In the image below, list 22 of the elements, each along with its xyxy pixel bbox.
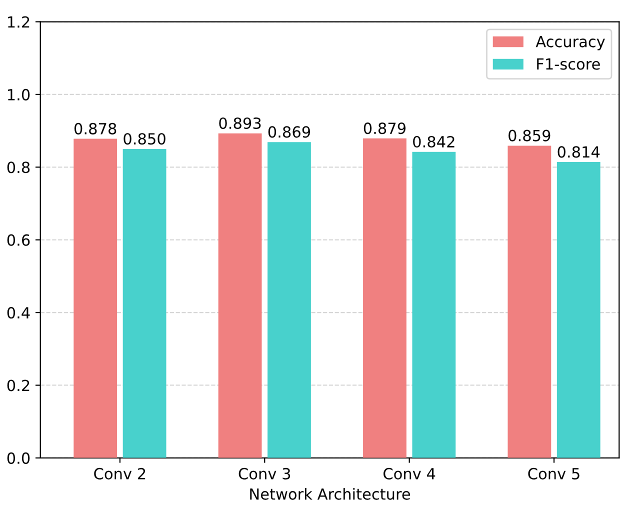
- x-tick-label: Conv 2: [94, 468, 146, 480]
- y-tick-label: 1.0: [8, 88, 30, 100]
- y-tick-label: 0.0: [7, 452, 30, 464]
- x-axis-title: Network Architecture: [250, 488, 410, 500]
- y-tick-label: 0.4: [7, 307, 30, 319]
- y-tick-label: 0.6: [7, 234, 30, 246]
- data-label: 0.814: [558, 146, 600, 158]
- legend-label: Accuracy: [536, 36, 605, 50]
- data-label: 0.893: [219, 117, 261, 129]
- data-label: 0.878: [74, 122, 116, 134]
- y-tick-label: 0.2: [7, 380, 30, 392]
- x-tick-label: Conv 5: [528, 468, 580, 480]
- data-label: 0.869: [268, 126, 310, 138]
- data-label: 0.859: [508, 130, 550, 142]
- data-label: 0.879: [364, 122, 406, 134]
- data-label: 0.850: [124, 133, 166, 145]
- x-tick-label: Conv 4: [384, 468, 436, 480]
- data-label: 0.842: [413, 136, 454, 148]
- legend-label: F1-score: [537, 58, 600, 70]
- x-tick-label: Conv 3: [238, 468, 290, 480]
- y-tick-label: 0.8: [7, 162, 30, 174]
- y-tick-label: 1.2: [8, 16, 30, 28]
